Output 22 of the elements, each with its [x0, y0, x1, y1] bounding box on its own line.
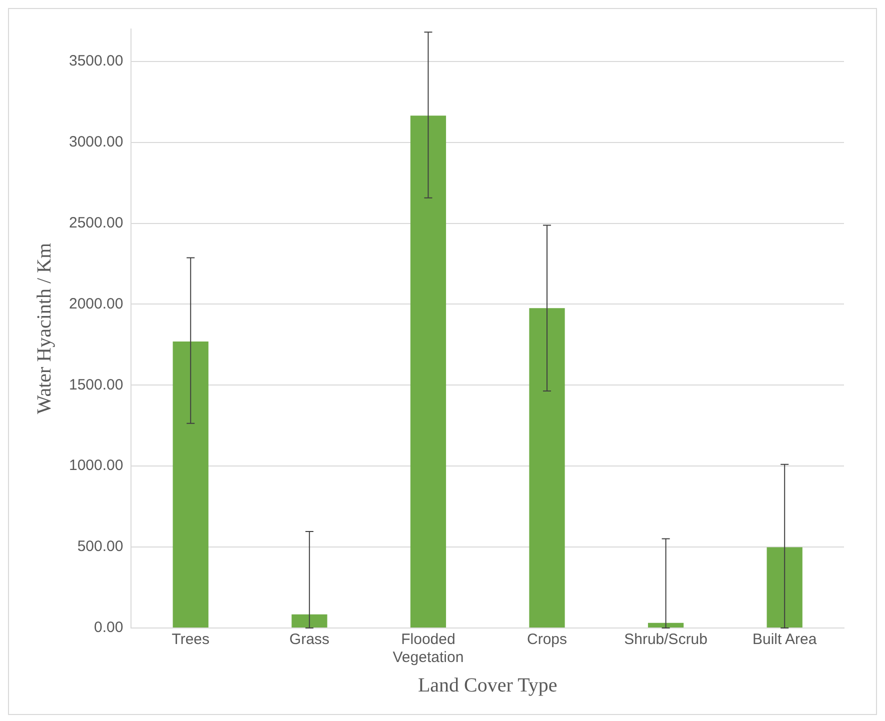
y-tick-label: 2500.00	[68, 214, 124, 232]
bar	[172, 341, 208, 628]
x-tick-label: Grass	[289, 631, 330, 648]
bar	[766, 547, 802, 628]
x-tick-label: Flooded Vegetation	[392, 631, 464, 666]
bar	[410, 116, 446, 628]
x-tick-label: Built Area	[752, 631, 818, 648]
y-tick-label: 1500.00	[68, 376, 124, 394]
y-tick-label: 500.00	[77, 538, 124, 556]
x-tick-label: Trees	[172, 631, 210, 648]
x-tick-label: Crops	[527, 631, 568, 648]
x-axis-title: Land Cover Type	[418, 674, 558, 696]
x-tick-label: Shrub/Scrub	[624, 631, 708, 648]
y-tick-label: 2000.00	[68, 295, 124, 312]
bar	[648, 622, 684, 628]
y-tick-label: 1000.00	[68, 457, 124, 474]
bar	[292, 614, 328, 628]
y-tick-label: 3000.00	[68, 133, 124, 150]
y-tick-label: 3500.00	[68, 52, 124, 70]
y-tick-label: 0.00	[94, 619, 124, 636]
bar	[529, 308, 565, 628]
y-axis-title: Water Hyacinth / Km	[33, 242, 56, 414]
